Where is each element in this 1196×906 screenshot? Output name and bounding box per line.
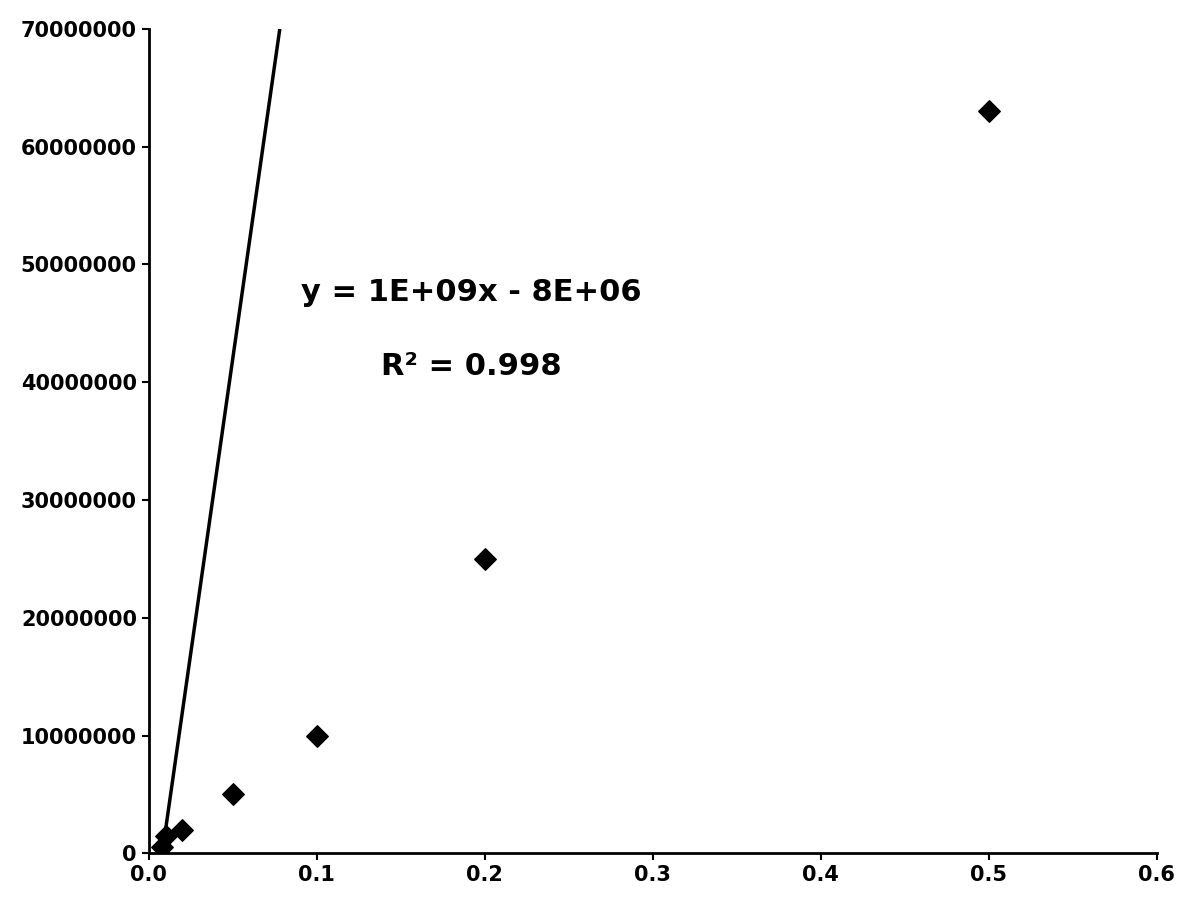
Text: y = 1E+09x - 8E+06: y = 1E+09x - 8E+06 xyxy=(301,278,641,307)
Text: R² = 0.998: R² = 0.998 xyxy=(382,352,562,381)
Point xyxy=(307,728,327,743)
Point xyxy=(172,823,191,837)
Point xyxy=(155,828,175,843)
Point xyxy=(980,104,999,119)
Point xyxy=(475,552,494,566)
Point xyxy=(153,840,172,854)
Point xyxy=(224,787,243,802)
